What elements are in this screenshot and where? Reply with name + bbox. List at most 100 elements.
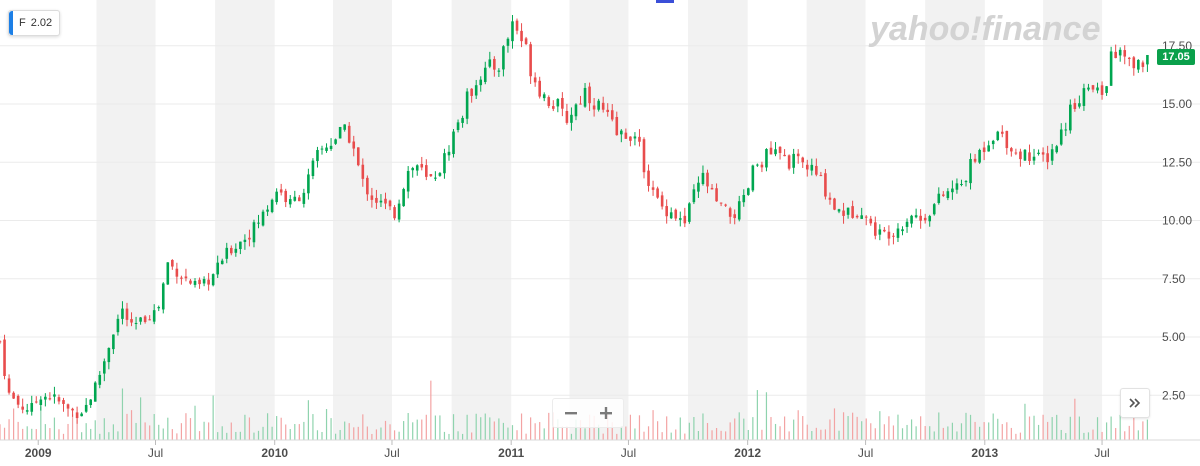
- volume-bar: [824, 429, 827, 440]
- candle-body: [1046, 153, 1049, 163]
- volume-bar: [516, 430, 518, 440]
- volume-bar: [167, 417, 169, 440]
- top-range-marker[interactable]: [656, 0, 674, 3]
- candle-body: [71, 408, 74, 411]
- volume-bar: [253, 432, 255, 440]
- candle-body: [220, 260, 224, 265]
- volume-bar: [176, 433, 178, 440]
- volume-bar: [439, 415, 441, 440]
- candle-body: [846, 207, 850, 215]
- x-tick-label: Jul: [621, 446, 636, 460]
- candle-body: [1118, 49, 1122, 56]
- volume-bar: [752, 417, 754, 440]
- volume-bar: [493, 421, 495, 440]
- volume-bar: [793, 419, 795, 440]
- candle-body: [996, 131, 1000, 141]
- volume-bar: [879, 411, 881, 440]
- candle-body: [1082, 88, 1086, 106]
- candle-body: [1028, 152, 1031, 162]
- x-tick-label: Jul: [858, 446, 873, 460]
- candle-body: [225, 247, 229, 259]
- volume-bar: [1056, 414, 1058, 440]
- candle-body: [588, 86, 591, 104]
- candle-body: [443, 153, 446, 174]
- candle-body: [697, 182, 700, 192]
- zoom-out-button[interactable]: [559, 401, 583, 425]
- volume-bar: [734, 418, 736, 440]
- candle-body: [338, 126, 342, 139]
- plus-icon: [599, 407, 612, 419]
- scroll-to-latest-button[interactable]: [1120, 388, 1150, 418]
- volume-bar: [430, 380, 432, 440]
- candle-body: [189, 280, 192, 284]
- zoom-controls: [552, 398, 624, 428]
- volume-bar: [44, 424, 46, 440]
- volume-bar: [85, 423, 87, 440]
- candle-body: [239, 241, 242, 250]
- volume-bar: [652, 410, 654, 440]
- candle-body: [438, 173, 442, 176]
- candle-body: [121, 308, 124, 319]
- candle-body: [393, 207, 396, 219]
- candle-body: [461, 117, 464, 123]
- candle-body: [334, 139, 337, 144]
- candle-body: [89, 399, 93, 406]
- volume-bar: [162, 428, 164, 440]
- volume-bar: [49, 428, 51, 440]
- volume-bar: [756, 390, 758, 440]
- candle-body: [701, 172, 705, 185]
- volume-bar: [153, 414, 155, 440]
- candle-body: [134, 322, 138, 324]
- candle-body: [678, 218, 682, 220]
- candle-body: [565, 110, 569, 123]
- volume-bar: [1042, 414, 1044, 440]
- candle-body: [855, 215, 859, 218]
- ticker-color-bar: [9, 11, 13, 35]
- volume-bar: [1119, 414, 1121, 440]
- candle-body: [465, 91, 469, 119]
- candle-body: [125, 308, 129, 320]
- volume-bar: [783, 416, 786, 440]
- candle-body: [733, 214, 737, 219]
- y-tick-label: 7.50: [1162, 272, 1186, 286]
- candle-body: [624, 132, 628, 139]
- candle-body: [1055, 146, 1059, 153]
- volume-bar: [910, 419, 913, 440]
- candle-body: [824, 173, 827, 197]
- volume-bar: [670, 432, 672, 440]
- candlesticks: [0, 14, 1149, 424]
- x-tick-label: Jul: [148, 446, 163, 460]
- candle-body: [620, 130, 623, 135]
- candle-body: [633, 136, 637, 139]
- volume-bar: [779, 426, 781, 440]
- candle-body: [810, 164, 814, 171]
- volume-bar: [802, 416, 804, 440]
- volume-bar: [484, 413, 486, 440]
- candle-body: [130, 319, 133, 323]
- candle-body: [1127, 57, 1131, 59]
- volume-bar: [965, 412, 967, 440]
- ticker-chip[interactable]: F 2.02: [8, 10, 61, 36]
- candle-body: [783, 154, 786, 157]
- zoom-in-button[interactable]: [594, 401, 618, 425]
- volume-bar: [929, 426, 931, 440]
- volume-bar: [1019, 432, 1022, 440]
- volume-bar: [1087, 432, 1090, 440]
- volume-bar: [71, 414, 74, 440]
- volume-bar: [285, 424, 287, 440]
- candle-body: [828, 197, 832, 200]
- candle-body: [452, 131, 455, 155]
- volume-bar: [339, 429, 341, 440]
- ticker-value: 2.02: [30, 17, 53, 29]
- candle-body: [756, 164, 759, 166]
- volume-bar: [747, 429, 749, 440]
- candle-body: [665, 206, 668, 217]
- volume-bar: [888, 416, 890, 440]
- volume-bar: [1033, 415, 1035, 440]
- candle-body: [148, 319, 151, 321]
- volume-bar: [774, 423, 777, 440]
- candle-body: [216, 262, 219, 275]
- volume-bar: [457, 431, 459, 440]
- x-tick-label: 2013: [971, 446, 998, 460]
